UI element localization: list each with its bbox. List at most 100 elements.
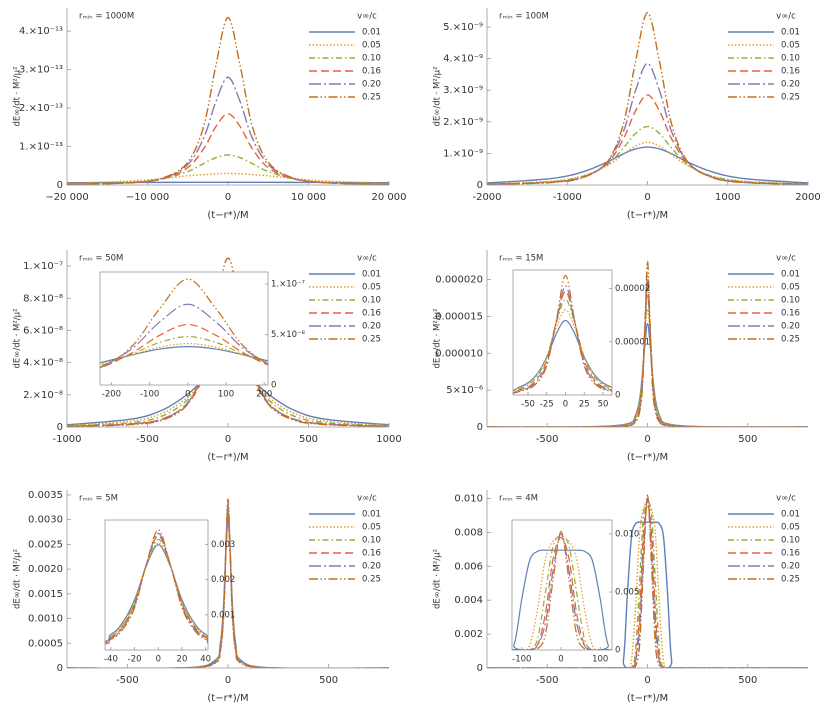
series-line xyxy=(487,125,808,185)
x-axis-label: (t−r*)/M xyxy=(627,452,668,463)
inset-x-tick-label: 25 xyxy=(579,400,590,410)
y-tick-label: 0.0015 xyxy=(28,589,63,600)
legend-title: v∞/c xyxy=(776,254,796,264)
legend-label: 0.20 xyxy=(781,322,800,332)
plot-area xyxy=(67,16,389,185)
inset-y-tick-label: 0.002 xyxy=(211,575,235,585)
series-line xyxy=(487,12,808,185)
y-axis-label: dE∞/dt · M²/μ² xyxy=(13,67,23,127)
y-tick-label: 0.000010 xyxy=(435,348,483,359)
x-tick-label: −20 000 xyxy=(45,192,88,203)
inset-x-tick-label: 0 xyxy=(558,655,563,665)
y-tick-label: 8.×10⁻⁸ xyxy=(23,293,63,304)
y-tick-label: 5×10⁻⁶ xyxy=(446,385,483,396)
legend-label: 0.01 xyxy=(781,270,800,280)
legend-label: 0.05 xyxy=(362,283,381,293)
x-tick-label: 20 000 xyxy=(372,192,407,203)
legend-title: v∞/c xyxy=(357,254,377,264)
inset-x-tick-label: -100 xyxy=(140,390,159,400)
inset-y-tick-label: 1.×10⁻⁷ xyxy=(271,280,306,290)
inset-x-tick-label: -50 xyxy=(521,400,535,410)
inset-x-tick-label: 200 xyxy=(256,390,272,400)
legend-label: 0.16 xyxy=(781,549,800,559)
inset-y-tick-label: 0.005 xyxy=(615,587,639,597)
x-tick-label: 10 000 xyxy=(291,192,326,203)
y-tick-label: 0 xyxy=(477,422,483,433)
legend-label: 0.25 xyxy=(362,335,381,345)
legend-label: 0.16 xyxy=(362,67,381,77)
inset-x-tick-label: 100 xyxy=(592,655,608,665)
inset-x-tick-label: 100 xyxy=(218,390,234,400)
legend-label: 0.10 xyxy=(362,536,381,546)
x-tick-label: 500 xyxy=(319,675,338,686)
y-tick-label: 2.×10⁻¹³ xyxy=(19,103,63,114)
legend-label: 0.16 xyxy=(362,309,381,319)
series-line xyxy=(100,343,268,366)
x-axis-label: (t−r*)/M xyxy=(627,693,668,704)
panel-title: rₘᵢₙ = 100M xyxy=(499,12,549,22)
inset-x-tick-label: -20 xyxy=(128,655,142,665)
legend-label: 0.16 xyxy=(781,309,800,319)
inset-y-tick-label: 0.00001 xyxy=(615,337,650,347)
plot-area xyxy=(67,498,389,668)
x-tick-label: 1000 xyxy=(376,434,401,445)
series-line xyxy=(513,274,612,394)
series-line xyxy=(487,62,808,185)
legend-title: v∞/c xyxy=(357,12,377,22)
series-line xyxy=(100,346,268,364)
inset-frame xyxy=(511,519,613,651)
plot-area xyxy=(487,260,808,427)
x-tick-label: −10 000 xyxy=(126,192,169,203)
legend-label: 0.10 xyxy=(781,54,800,64)
x-tick-label: 1000 xyxy=(715,192,740,203)
y-tick-label: 0.0020 xyxy=(28,564,63,575)
inset-area xyxy=(512,531,612,650)
legend-title: v∞/c xyxy=(776,12,796,22)
series-line xyxy=(67,76,389,185)
series-line xyxy=(67,154,389,185)
series-line xyxy=(513,319,612,392)
series-line xyxy=(105,543,208,643)
y-tick-label: 0 xyxy=(477,180,483,191)
y-tick-label: 0.0025 xyxy=(28,539,63,550)
series-line xyxy=(67,297,389,427)
x-tick-label: 500 xyxy=(738,434,757,445)
legend-label: 0.10 xyxy=(362,296,381,306)
panel-title: rₘᵢₙ = 4M xyxy=(499,494,538,504)
series-line xyxy=(487,308,808,427)
legend-label: 0.16 xyxy=(781,67,800,77)
series-line xyxy=(512,531,612,650)
series-line xyxy=(105,532,208,645)
legend-label: 0.05 xyxy=(781,41,800,51)
inset-x-tick-label: -100 xyxy=(512,655,531,665)
inset-y-tick-label: 0.010 xyxy=(615,529,639,539)
x-axis-label: (t−r*)/M xyxy=(207,452,248,463)
series-line xyxy=(487,505,808,668)
x-tick-label: 0 xyxy=(644,434,650,445)
legend-label: 0.10 xyxy=(781,296,800,306)
y-tick-label: 0.000020 xyxy=(435,275,483,286)
legend-label: 0.05 xyxy=(362,41,381,51)
legend-label: 0.10 xyxy=(781,536,800,546)
plot-area xyxy=(487,12,808,185)
series-line xyxy=(100,335,268,367)
inset-y-tick-label: 0.003 xyxy=(211,540,235,550)
legend-label: 0.25 xyxy=(362,93,381,103)
inset-x-tick-label: 40 xyxy=(200,655,211,665)
y-tick-label: 0.0030 xyxy=(28,515,63,526)
inset-area xyxy=(105,529,208,646)
series-line xyxy=(100,303,268,368)
x-tick-label: -1000 xyxy=(553,192,582,203)
y-tick-label: 3.×10⁻¹³ xyxy=(19,65,63,76)
panel-title: rₘᵢₙ = 5M xyxy=(79,494,118,504)
y-tick-label: 4.×10⁻⁹ xyxy=(443,54,483,65)
inset-y-tick-label: 0 xyxy=(271,381,276,391)
legend-label: 0.20 xyxy=(781,562,800,572)
inset-frame xyxy=(512,269,613,396)
y-tick-label: 3.×10⁻⁹ xyxy=(443,85,483,96)
y-tick-label: 0.010 xyxy=(454,493,483,504)
y-tick-label: 0 xyxy=(57,663,63,674)
y-tick-label: 0 xyxy=(477,663,483,674)
x-axis-label: (t−r*)/M xyxy=(207,210,248,221)
